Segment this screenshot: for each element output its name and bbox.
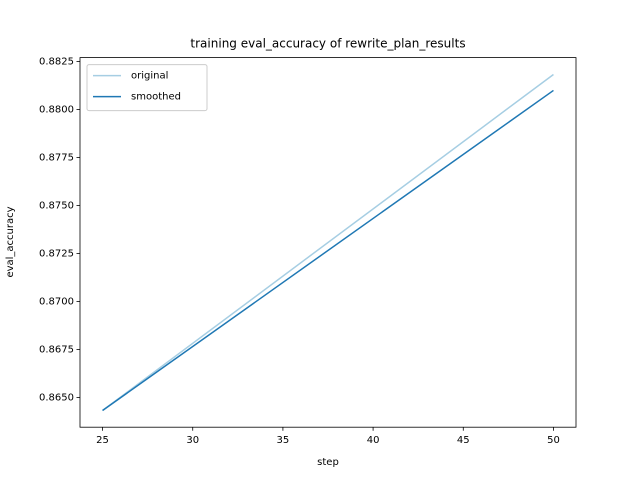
chart-title: training eval_accuracy of rewrite_plan_r…	[190, 37, 465, 51]
series-line	[102, 89, 554, 412]
x-axis-label: step	[317, 457, 339, 468]
y-tick-label: 0.8750	[39, 200, 74, 211]
y-tick-label: 0.8800	[39, 104, 74, 115]
y-tick-label: 0.8725	[39, 248, 74, 259]
x-tick-label: 25	[96, 435, 109, 446]
plot-frame	[79, 57, 577, 428]
x-tick-label: 40	[367, 435, 380, 446]
y-axis-label: eval_accuracy	[5, 206, 16, 277]
y-tick-label: 0.8650	[39, 392, 74, 403]
y-tick-label: 0.8700	[39, 296, 74, 307]
x-tick-label: 50	[547, 435, 560, 446]
y-tick-label: 0.8775	[39, 152, 74, 163]
x-tick-label: 30	[186, 435, 199, 446]
legend-label: smoothed	[131, 92, 181, 103]
x-tick-label: 35	[277, 435, 290, 446]
legend-label: original	[131, 71, 168, 82]
x-tick-label: 45	[457, 435, 470, 446]
y-tick-label: 0.8675	[39, 344, 74, 355]
y-tick-label: 0.8825	[39, 56, 74, 67]
series-line	[102, 73, 554, 412]
